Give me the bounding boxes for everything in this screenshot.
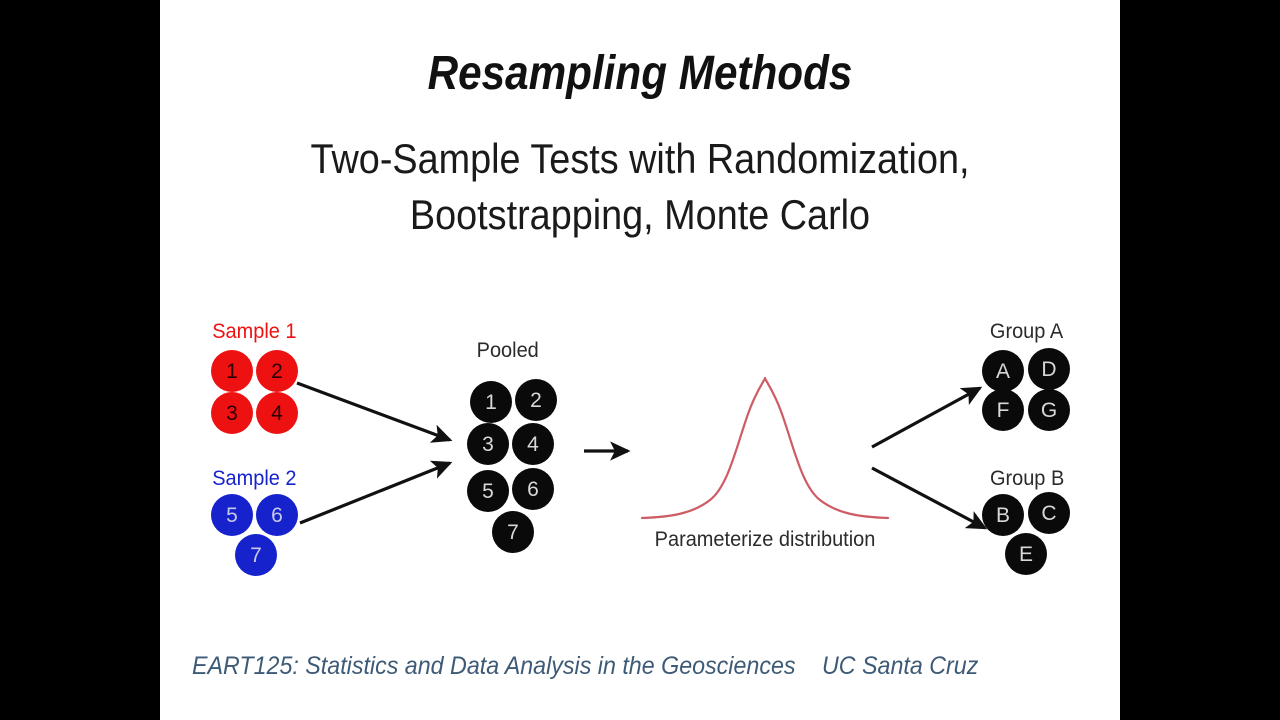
group-b-label: Group B [989, 467, 1065, 490]
group-b-node-B: B [982, 494, 1024, 536]
pooled-node-1: 1 [470, 381, 512, 423]
pooled-node-2: 2 [515, 379, 557, 421]
sample1-node-1: 1 [211, 350, 253, 392]
arrow-sample2-to-pooled [299, 460, 453, 525]
footer-course: EART125: Statistics and Data Analysis in… [192, 652, 796, 680]
sample2-node-5: 5 [211, 494, 253, 536]
pooled-node-7: 7 [492, 511, 534, 553]
subtitle-line-2: Bootstrapping, Monte Carlo [409, 191, 871, 238]
distribution-caption: Parameterize distribution [654, 528, 876, 551]
letterbox-left [0, 0, 160, 720]
sample2-label: Sample 2 [212, 467, 297, 490]
sample1-node-3: 3 [211, 392, 253, 434]
pooled-node-5: 5 [467, 470, 509, 512]
subtitle-line-1: Two-Sample Tests with Randomization, [310, 135, 970, 182]
pooled-node-3: 3 [467, 423, 509, 465]
arrow-sample1-to-pooled [296, 381, 453, 443]
group-b-node-E: E [1005, 533, 1047, 575]
sample1-node-4: 4 [256, 392, 298, 434]
group-a-node-D: D [1028, 348, 1070, 390]
footer-institution: UC Santa Cruz [822, 652, 979, 680]
sample2-node-7: 7 [235, 534, 277, 576]
group-a-node-G: G [1028, 389, 1070, 431]
bell-curve-icon [640, 376, 890, 520]
slide-canvas: Resampling Methods Two-Sample Tests with… [160, 0, 1120, 720]
distribution-curve [640, 368, 890, 528]
group-b-node-C: C [1028, 492, 1070, 534]
slide-title: Resampling Methods [427, 47, 853, 100]
sample2-node-6: 6 [256, 494, 298, 536]
pooled-node-4: 4 [512, 423, 554, 465]
slide-subtitle: Two-Sample Tests with Randomization, Boo… [208, 131, 1072, 243]
group-a-node-F: F [982, 389, 1024, 431]
letterbox-right [1120, 0, 1280, 720]
group-a-label: Group A [989, 320, 1064, 343]
arrow-layer [296, 381, 988, 530]
pooled-node-6: 6 [512, 468, 554, 510]
pooled-label: Pooled [476, 339, 539, 362]
sample1-label: Sample 1 [212, 320, 297, 343]
sample1-node-2: 2 [256, 350, 298, 392]
group-a-node-A: A [982, 350, 1024, 392]
